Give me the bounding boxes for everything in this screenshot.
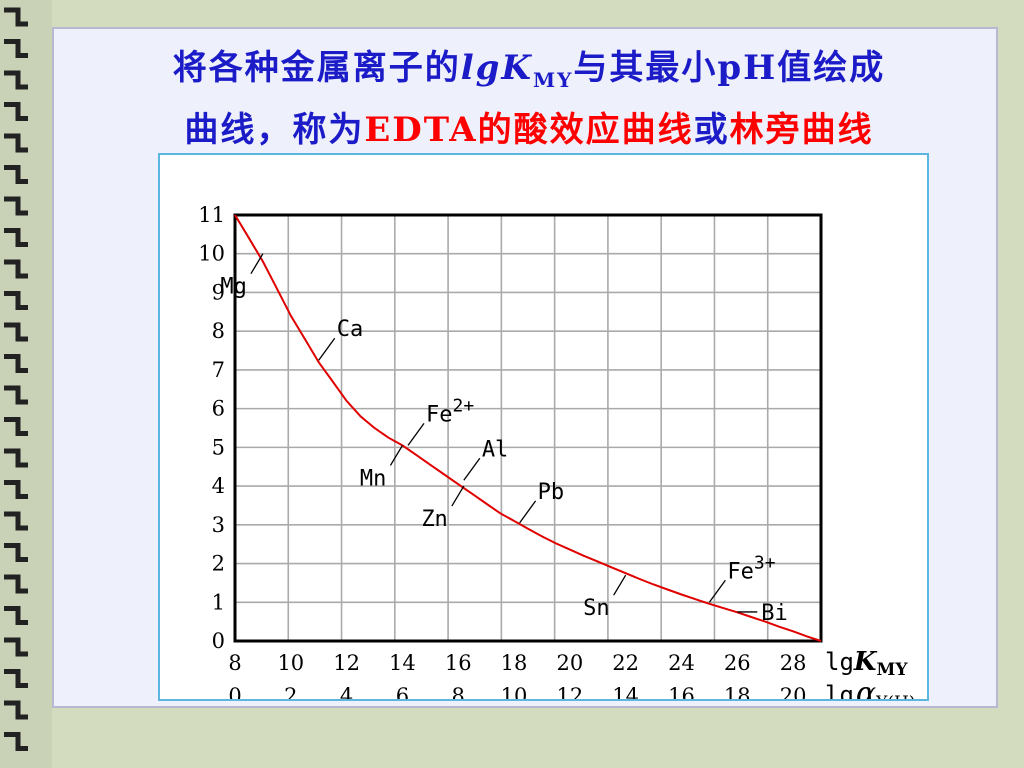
binding-hook xyxy=(4,574,28,594)
title-or: 或 xyxy=(693,110,730,150)
x-secondary-tick-label: 12 xyxy=(556,684,583,699)
binding-hook xyxy=(4,732,28,751)
x-secondary-tick-label: 18 xyxy=(724,684,751,699)
title-text-4: 曲线，称为 xyxy=(184,110,365,150)
x-secondary-tick-label: 16 xyxy=(668,684,695,699)
x-primary-tick-label: 8 xyxy=(228,651,241,675)
x-secondary-tick-label: 14 xyxy=(612,684,639,699)
title-text-1: 将各种金属离子的 xyxy=(172,48,461,88)
y-tick-label: 9 xyxy=(212,280,225,304)
chart-frame: 0 1 2 3 4 5 6 7 8 9 10 11 8 10 12 14 16 18 20 22 24 26 28 0 2 4 6 8… xyxy=(158,153,929,701)
binding-strip xyxy=(0,0,52,768)
y-tick-label: 11 xyxy=(198,203,225,227)
binding-hook xyxy=(4,669,28,688)
binding-hook xyxy=(4,448,28,468)
x-primary-tick-label: 22 xyxy=(612,651,639,675)
acid-effect-curve xyxy=(234,214,822,642)
x-primary-tick-label: 24 xyxy=(668,651,695,675)
annotation-label-pb: Pb xyxy=(538,480,565,505)
binding-hook xyxy=(4,196,28,216)
x-secondary-tick-label: 2 xyxy=(284,684,297,699)
y-tick-label: 5 xyxy=(212,435,225,459)
binding-hook xyxy=(4,133,28,153)
annotation-label-fe-2plus: Fe2+ xyxy=(426,395,474,427)
annotation-leader xyxy=(250,253,264,275)
x-primary-tick-label: 20 xyxy=(556,651,583,675)
binding-hook xyxy=(4,102,28,121)
x-primary-axis-label: lgKMY xyxy=(825,647,908,680)
annotation-label-fe-3plus: Fe3+ xyxy=(727,552,775,584)
annotation-leader xyxy=(318,337,336,361)
x-secondary-tick-label: 10 xyxy=(501,684,528,699)
x-primary-tick-label: 28 xyxy=(780,651,807,675)
binding-hook xyxy=(4,606,28,625)
slide-panel: 将各种金属离子的lgKMY与其最小pH值绘成 曲线，称为EDTA的酸效应曲线或林… xyxy=(52,27,998,708)
binding-hook xyxy=(4,354,28,373)
annotation-leader xyxy=(463,457,481,481)
annotation-label-ca: Ca xyxy=(337,317,364,342)
binding-hook xyxy=(4,322,28,342)
x-primary-tick-label: 16 xyxy=(445,651,472,675)
title-lg: lg xyxy=(460,48,502,88)
title-curve-name-1: 的酸效应曲线 xyxy=(477,110,694,150)
title-k: K xyxy=(501,48,533,88)
title-ph: pH xyxy=(717,48,778,88)
x-secondary-tick-label: 8 xyxy=(452,684,465,699)
x-primary-tick-label: 14 xyxy=(389,651,416,675)
title-k-sub: MY xyxy=(532,68,574,92)
title-edta: EDTA xyxy=(364,110,478,150)
y-tick-label: 0 xyxy=(212,629,225,653)
binding-hook xyxy=(4,417,28,436)
annotation-label-sn: Sn xyxy=(583,596,610,621)
plot-border xyxy=(233,213,823,643)
annotation-leader xyxy=(519,500,537,524)
x-primary-tick-label: 10 xyxy=(277,651,304,675)
annotation-label-bi: Bi xyxy=(761,601,788,626)
binding-hook xyxy=(4,480,28,499)
x-secondary-tick-label: 0 xyxy=(228,684,241,699)
x-primary-tick-label: 18 xyxy=(501,651,528,675)
binding-hook xyxy=(4,228,28,247)
y-tick-label: 10 xyxy=(198,242,225,266)
y-tick-label: 4 xyxy=(212,474,225,498)
annotation-leader xyxy=(389,445,403,466)
binding-hook xyxy=(4,39,28,58)
binding-hook xyxy=(4,259,28,279)
y-tick-label: 2 xyxy=(212,552,225,576)
slide-title: 将各种金属离子的lgKMY与其最小pH值绘成 曲线，称为EDTA的酸效应曲线或林… xyxy=(84,43,974,155)
y-tick-label: 6 xyxy=(212,397,225,421)
title-curve-name-2: 林旁曲线 xyxy=(729,110,874,150)
annotation-label-mn: Mn xyxy=(360,466,387,491)
x-secondary-axis-label: lgαY(H) xyxy=(825,676,915,699)
x-primary-tick-label: 12 xyxy=(333,651,360,675)
y-tick-label: 1 xyxy=(212,590,225,614)
title-text-3: 值绘成 xyxy=(777,48,886,88)
annotation-label-mg: Mg xyxy=(220,275,247,300)
x-secondary-tick-label: 6 xyxy=(396,684,409,699)
y-tick-label: 8 xyxy=(212,319,225,343)
annotation-label-al: Al xyxy=(482,437,509,462)
x-secondary-tick-label: 4 xyxy=(340,684,353,699)
binding-hook xyxy=(4,543,28,562)
annotation-leader xyxy=(708,579,726,603)
binding-hook xyxy=(4,165,28,184)
y-tick-label: 7 xyxy=(212,358,225,382)
annotation-label-zn: Zn xyxy=(421,507,448,532)
binding-hook xyxy=(4,637,28,657)
binding-hook xyxy=(4,700,28,720)
y-tick-label: 3 xyxy=(212,513,225,537)
binding-hook xyxy=(4,7,28,27)
title-text-2: 与其最小 xyxy=(573,48,718,88)
annotation-leader xyxy=(613,574,627,596)
annotation-leader xyxy=(451,485,465,507)
x-primary-tick-label: 26 xyxy=(724,651,751,675)
binding-hook xyxy=(4,511,28,531)
binding-hook xyxy=(4,385,28,405)
binding-hook xyxy=(4,291,28,310)
binding-hook xyxy=(4,70,28,90)
x-secondary-tick-label: 20 xyxy=(780,684,807,699)
annotation-leader xyxy=(407,423,425,446)
